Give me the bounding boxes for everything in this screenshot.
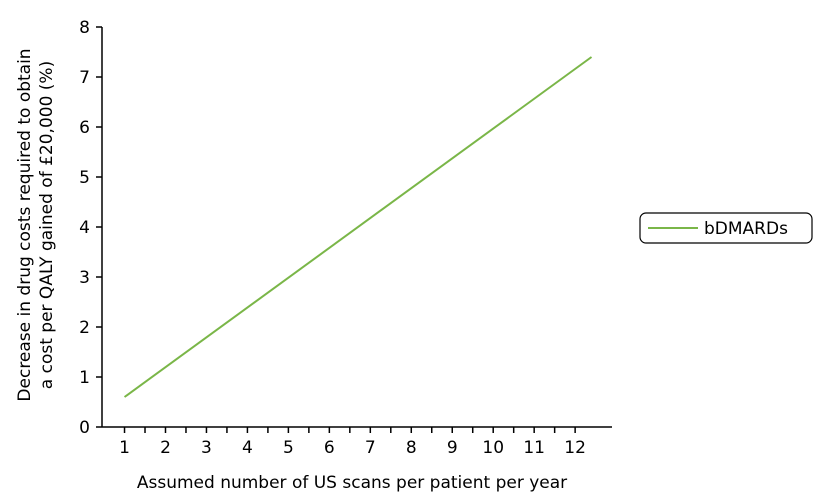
- y-tick-label: 3: [79, 268, 90, 288]
- y-axis-title-line-1: Decrease in drug costs required to obtai…: [15, 48, 35, 401]
- legend: bDMARDs: [639, 212, 813, 244]
- x-tick-label: 7: [365, 438, 376, 458]
- y-tick-label: 6: [79, 118, 90, 138]
- y-tick-label: 5: [79, 168, 90, 188]
- x-tick-label: 10: [482, 438, 504, 458]
- x-tick-label: 5: [283, 438, 294, 458]
- x-axis-title: Assumed number of US scans per patient p…: [137, 473, 567, 493]
- y-axis-ticks: 0 1 2 3 4 5 6 7 8: [79, 18, 102, 438]
- x-tick-label: 3: [201, 438, 212, 458]
- legend-box: [639, 212, 813, 244]
- y-tick-label: 4: [79, 218, 90, 238]
- y-tick-label: 2: [79, 318, 90, 338]
- y-tick-label: 1: [79, 368, 90, 388]
- x-tick-label: 2: [160, 438, 171, 458]
- x-tick-label: 4: [242, 438, 253, 458]
- y-axis-title-line-2: a cost per QALY gained of £20,000 (%): [37, 61, 57, 389]
- y-tick-label: 8: [79, 18, 90, 38]
- x-tick-label: 8: [406, 438, 417, 458]
- series-line-bdmards: [123, 56, 593, 398]
- x-axis-ticks: 1 2 3 4 5 6 7 8 9 10 11 12: [119, 427, 586, 458]
- x-tick-label: 12: [564, 438, 586, 458]
- x-tick-label: 1: [119, 438, 130, 458]
- legend-label-bdmards: bDMARDs: [704, 219, 788, 239]
- y-tick-label: 7: [79, 68, 90, 88]
- x-tick-label: 6: [324, 438, 335, 458]
- x-tick-label: 11: [523, 438, 545, 458]
- y-tick-label: 0: [79, 418, 90, 438]
- y-axis-title: Decrease in drug costs required to obtai…: [15, 48, 57, 401]
- series-lines: [123, 56, 593, 398]
- x-tick-label: 9: [447, 438, 458, 458]
